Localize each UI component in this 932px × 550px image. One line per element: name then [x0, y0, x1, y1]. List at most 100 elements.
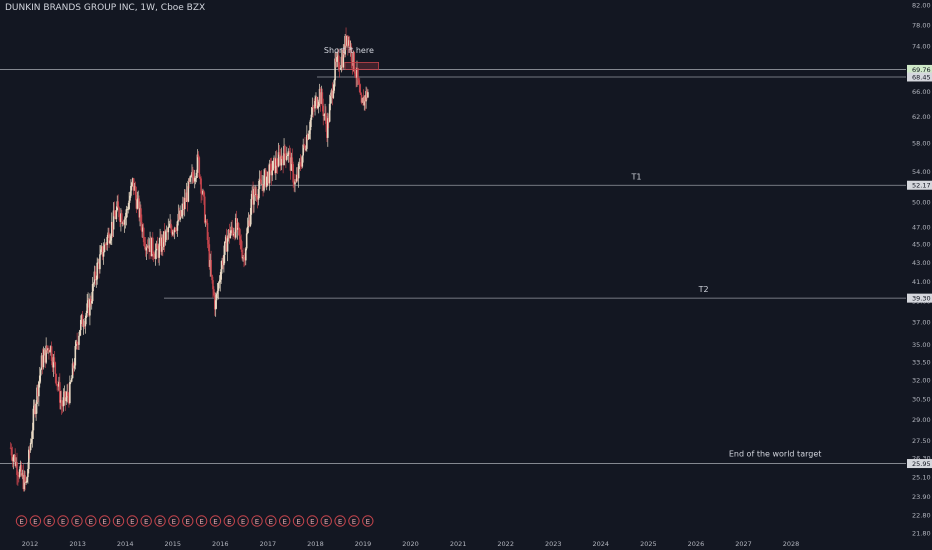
candle-body [67, 391, 69, 397]
candle-body [219, 279, 222, 283]
earnings-marker[interactable]: E [320, 515, 332, 527]
candle-body [314, 100, 316, 109]
candle-body [261, 184, 263, 185]
candle-body [206, 222, 209, 241]
earnings-marker-label: E [282, 518, 286, 526]
candle-body [330, 90, 333, 97]
candle-body [182, 203, 184, 211]
candle-body [129, 195, 131, 201]
x-tick-label: 2027 [735, 540, 752, 548]
y-tick-label: 82.00 [912, 2, 931, 10]
candle-body [202, 190, 204, 194]
candle-body [84, 317, 87, 327]
candle-body [357, 68, 359, 81]
earnings-marker-circle [306, 515, 319, 527]
candle-body [366, 91, 368, 98]
candle-body [269, 163, 272, 165]
candle-body [125, 209, 128, 218]
y-tick-label: 62.00 [912, 113, 931, 121]
earnings-marker[interactable]: E [278, 515, 291, 527]
earnings-marker[interactable]: E [265, 515, 277, 527]
candle-body [235, 218, 238, 230]
earnings-marker-label: E [47, 518, 51, 526]
candle-body [293, 182, 295, 185]
earnings-marker[interactable]: E [168, 515, 180, 527]
candle-body [63, 391, 66, 398]
candle-body [71, 363, 74, 379]
earnings-marker[interactable]: E [251, 515, 263, 527]
earnings-marker-label: E [366, 518, 370, 526]
candle-body [319, 88, 322, 104]
earnings-marker[interactable]: E [71, 515, 83, 527]
earnings-marker[interactable]: E [306, 515, 319, 527]
candle-body [196, 154, 199, 173]
earnings-marker[interactable]: E [334, 515, 346, 527]
candle-body [203, 190, 205, 197]
earnings-marker[interactable]: E [195, 515, 208, 527]
earnings-marker-circle [334, 515, 346, 527]
candle-body [31, 430, 34, 439]
earnings-marker[interactable]: E [209, 515, 222, 527]
earnings-marker[interactable]: E [292, 515, 305, 527]
earnings-marker-label: E [213, 518, 217, 526]
earnings-marker[interactable]: E [362, 515, 374, 527]
earnings-marker-circle [85, 515, 97, 527]
candle-body [228, 229, 231, 239]
candle-body [61, 405, 64, 407]
candle-body [26, 477, 28, 483]
short-zone-box[interactable] [344, 62, 379, 70]
earnings-marker[interactable]: E [85, 515, 97, 527]
earnings-marker-circle [15, 515, 28, 527]
earnings-marker-label: E [352, 518, 356, 526]
earnings-marker[interactable]: E [154, 515, 166, 527]
earnings-marker[interactable]: E [112, 515, 125, 527]
candle-body [284, 146, 286, 154]
y-tick-label: 27.50 [912, 437, 931, 445]
candle-body [233, 233, 235, 236]
candle-body [118, 207, 120, 218]
candle-body [232, 230, 234, 236]
earnings-marker[interactable]: E [15, 515, 28, 527]
candle-body [88, 300, 90, 316]
candle-body [231, 226, 233, 231]
chart-title: DUNKIN BRANDS GROUP INC, 1W, Cboe BZX [5, 3, 206, 13]
candle-body [306, 134, 308, 149]
candle-body [364, 96, 366, 102]
earnings-marker[interactable]: E [98, 515, 111, 527]
candle-body [238, 227, 241, 237]
candle-body [255, 194, 258, 199]
candle-body [62, 397, 65, 407]
candle-body [333, 80, 335, 91]
candle-body [78, 335, 80, 345]
candle-body [214, 300, 217, 310]
earnings-marker[interactable]: E [57, 515, 69, 527]
candle-body [335, 58, 337, 62]
candle-body [312, 107, 315, 108]
earnings-marker[interactable]: E [182, 515, 194, 527]
earnings-marker-circle [348, 515, 360, 527]
earnings-marker[interactable]: E [140, 515, 152, 527]
candle-body [339, 68, 342, 70]
candle-body [37, 387, 39, 397]
candle-body [267, 171, 270, 184]
candle-body [48, 351, 51, 353]
earnings-marker-circle [265, 515, 277, 527]
earnings-marker[interactable]: E [237, 515, 249, 527]
earnings-marker[interactable]: E [223, 515, 235, 527]
earnings-marker[interactable]: E [348, 515, 360, 527]
candle-body [137, 198, 140, 200]
candle-body [324, 113, 326, 115]
candle-body [225, 236, 228, 252]
candle-body [259, 178, 262, 180]
candle-body [95, 279, 98, 281]
candle-body [102, 251, 105, 257]
earnings-marker[interactable]: E [29, 515, 42, 527]
candle-body [252, 190, 254, 205]
candle-body [39, 369, 42, 376]
earnings-marker[interactable]: E [43, 515, 55, 527]
candle-body [59, 400, 62, 403]
candle-body [134, 186, 137, 195]
candle-body [144, 246, 147, 251]
earnings-marker[interactable]: E [126, 515, 139, 527]
